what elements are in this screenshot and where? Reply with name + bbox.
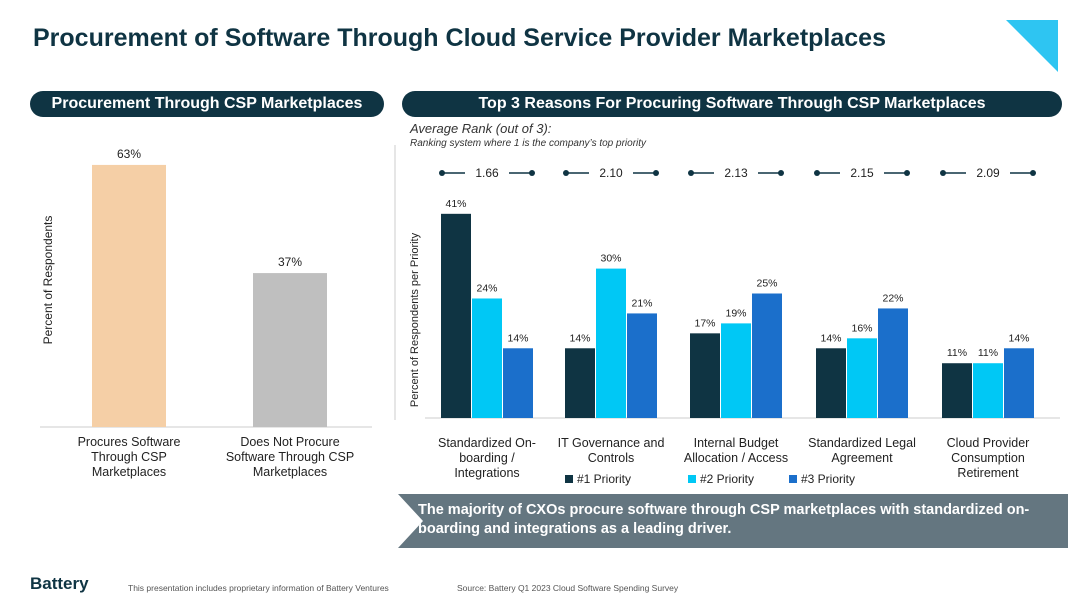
footer-source: Source: Battery Q1 2023 Cloud Software S… xyxy=(457,583,679,593)
bar-1-1 xyxy=(596,268,626,418)
rank-dot-right-0 xyxy=(529,170,535,176)
bar-label-1-1: 30% xyxy=(600,253,621,265)
left-y-axis-label: Percent of Respondents xyxy=(41,216,55,345)
rank-dot-left-1 xyxy=(563,170,569,176)
bar-1-3 xyxy=(847,338,877,418)
bar-0-2 xyxy=(690,333,720,418)
avg-rank-title: Average Rank (out of 3): xyxy=(410,121,552,136)
left-category-0: Procures Software Through CSP Marketplac… xyxy=(77,435,181,479)
avg-rank-subtitle: Ranking system where 1 is the company’s … xyxy=(410,138,647,149)
left-panel-title: Procurement Through CSP Marketplaces xyxy=(30,91,384,117)
bar-label-0-1: 14% xyxy=(569,332,590,344)
bar-label-0-3: 14% xyxy=(820,332,841,344)
right-category-2: Internal Budget Allocation / Access xyxy=(683,436,789,465)
left-bar-1 xyxy=(253,273,327,427)
legend-swatch-1 xyxy=(688,475,696,483)
rank-dot-right-2 xyxy=(778,170,784,176)
bar-label-1-0: 24% xyxy=(476,282,497,294)
legend-swatch-0 xyxy=(565,475,573,483)
bar-label-1-2: 19% xyxy=(725,307,746,319)
right-category-1: IT Governance and Controls xyxy=(557,436,665,465)
legend-label-0: #1 Priority xyxy=(577,472,631,486)
right-category-0: Standardized On-boarding / Integrations xyxy=(438,436,536,480)
rank-dot-right-1 xyxy=(653,170,659,176)
avg-rank-value-3: 2.15 xyxy=(850,166,874,180)
rank-dot-left-0 xyxy=(439,170,445,176)
bar-label-2-3: 22% xyxy=(882,292,903,304)
bar-0-1 xyxy=(565,348,595,418)
bar-label-1-3: 16% xyxy=(851,322,872,334)
page-title: Procurement of Software Through Cloud Se… xyxy=(33,24,886,52)
legend-swatch-2 xyxy=(789,475,797,483)
left-bar-0 xyxy=(92,164,166,428)
bar-0-4 xyxy=(942,363,972,418)
bar-label-1-4: 11% xyxy=(978,347,998,359)
left-bar-label-1: 37% xyxy=(278,255,302,269)
right-category-3: Standardized Legal Agreement xyxy=(808,436,916,465)
legend-label-2: #3 Priority xyxy=(801,472,855,486)
rank-dot-left-2 xyxy=(688,170,694,176)
bar-1-2 xyxy=(721,323,751,418)
right-category-4: Cloud Provider Consumption Retirement xyxy=(946,436,1030,480)
bar-0-3 xyxy=(816,348,846,418)
bar-2-4 xyxy=(1004,348,1034,418)
left-category-1: Does Not Procure Software Through CSP Ma… xyxy=(225,435,355,479)
bar-label-2-0: 14% xyxy=(507,332,528,344)
right-y-axis-label: Percent of Respondents per Priority xyxy=(409,232,421,407)
bar-label-0-0: 41% xyxy=(445,198,466,210)
brand-corner-triangle xyxy=(1006,20,1058,72)
bar-2-1 xyxy=(627,313,657,418)
rank-dot-right-3 xyxy=(904,170,910,176)
avg-rank-value-2: 2.13 xyxy=(724,166,748,180)
bar-label-2-2: 25% xyxy=(756,278,777,290)
bar-0-0 xyxy=(441,213,471,418)
bar-1-0 xyxy=(472,298,502,418)
bar-2-2 xyxy=(752,293,782,418)
bar-label-2-4: 14% xyxy=(1008,332,1029,344)
footer-note: This presentation includes proprietary i… xyxy=(128,583,389,593)
bar-label-2-1: 21% xyxy=(631,297,652,309)
legend-label-1: #2 Priority xyxy=(700,472,754,486)
callout-box: The majority of CXOs procure software th… xyxy=(398,494,1068,548)
rank-dot-left-3 xyxy=(814,170,820,176)
bar-2-0 xyxy=(503,348,533,418)
left-bar-label-0: 63% xyxy=(117,147,141,161)
avg-rank-value-1: 2.10 xyxy=(599,166,623,180)
rank-dot-right-4 xyxy=(1030,170,1036,176)
bar-2-3 xyxy=(878,308,908,418)
rank-dot-left-4 xyxy=(940,170,946,176)
avg-rank-value-4: 2.09 xyxy=(976,166,1000,180)
bar-label-0-2: 17% xyxy=(694,317,715,329)
avg-rank-value-0: 1.66 xyxy=(475,166,499,180)
right-panel-title: Top 3 Reasons For Procuring Software Thr… xyxy=(402,91,1062,117)
battery-logo: Battery xyxy=(30,574,89,593)
bar-1-4 xyxy=(973,363,1003,418)
bar-label-0-4: 11% xyxy=(947,347,967,359)
